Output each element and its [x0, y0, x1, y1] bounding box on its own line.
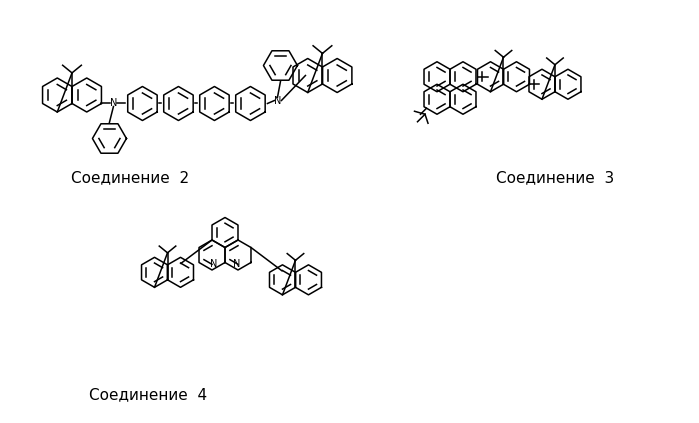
Text: Соединение  3: Соединение 3 [496, 170, 614, 186]
Text: Соединение  4: Соединение 4 [89, 387, 207, 403]
Text: N: N [233, 259, 240, 269]
Text: Соединение  2: Соединение 2 [71, 170, 189, 186]
Text: N: N [110, 99, 117, 109]
Text: N: N [274, 96, 281, 105]
Text: N: N [210, 259, 217, 269]
